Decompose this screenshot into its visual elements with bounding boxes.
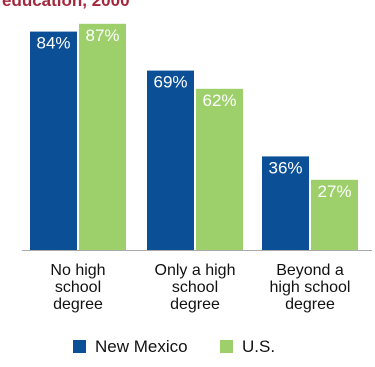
legend-swatch [73, 340, 86, 353]
bar [262, 156, 309, 250]
value-label: 69% [153, 73, 187, 92]
x-tick-label: Beyond a high school degree [269, 262, 351, 313]
legend-swatch [220, 340, 233, 353]
bar [147, 70, 194, 250]
legend-label: U.S. [242, 337, 276, 356]
value-label: 84% [36, 34, 70, 53]
bar [196, 88, 243, 250]
value-label: 27% [317, 182, 351, 201]
x-tick-label: Only a high school degree [154, 262, 236, 313]
value-label: 62% [202, 91, 236, 110]
value-label: 87% [85, 26, 119, 45]
bar [79, 23, 126, 250]
x-tick-label: No high school degree [50, 262, 106, 313]
legend-label: New Mexico [95, 337, 188, 356]
bar [311, 179, 358, 250]
bar [30, 31, 77, 250]
value-label: 36% [268, 158, 302, 177]
chart-title: education, 2000 [2, 0, 130, 10]
